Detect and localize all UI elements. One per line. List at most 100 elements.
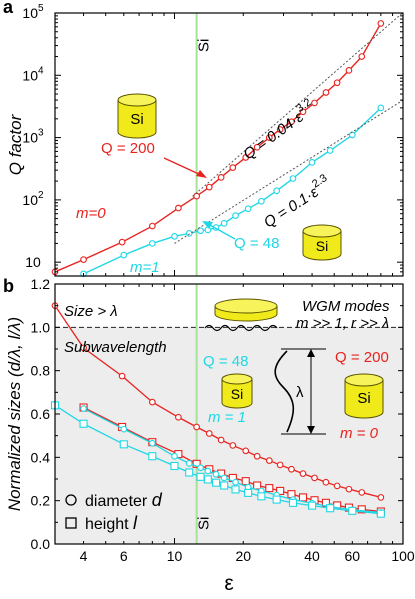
panel-b-series-2-point xyxy=(148,439,156,447)
panel-b-series-2-point xyxy=(171,452,178,460)
panel-b-series-0-point xyxy=(288,465,295,473)
panel-a-series-0-point xyxy=(205,183,213,191)
panel-a-series-1-point xyxy=(171,232,178,240)
panel-a-series-0-point xyxy=(322,89,330,96)
panel-b-series-0-point xyxy=(242,447,250,455)
panel-b-series-3-point xyxy=(348,506,357,515)
panel-b-ytick-label: 0.2 xyxy=(31,493,51,509)
panel-b-xtick-label: 10 xyxy=(167,548,183,564)
panel-b-q200-label: Q = 200 xyxy=(335,349,389,366)
panel-b-ytick-label: 0.8 xyxy=(31,363,51,379)
panel-a-series-0-point xyxy=(253,143,261,151)
panel-b-series-3-point xyxy=(231,485,240,494)
panel-a-series-1-point xyxy=(204,226,212,234)
panel-b-m1-label: m = 1 xyxy=(208,409,246,426)
panel-a-series-0-point xyxy=(193,192,200,200)
panel-b-series-0-point xyxy=(193,423,200,431)
panel-b-axes: 4 6 10 20 40 60 100 0.0 0.2 0.4 0.6 0.8 1.0 1.2 xyxy=(31,276,415,564)
panel-b-wave-icon xyxy=(204,324,278,332)
panel-b-q48-label: Q = 48 xyxy=(203,353,248,370)
panel-b-series-0-point xyxy=(253,452,261,460)
panel-a-series-0-point xyxy=(276,126,284,133)
panel-b-series-0-point xyxy=(229,442,237,449)
panel-a-ytick-label: 105 xyxy=(22,3,44,21)
panel-b-frame xyxy=(54,283,404,545)
panel-b-series-0-point xyxy=(205,430,213,437)
panel-b-series-0-point xyxy=(299,470,307,477)
panel-b-ylabel: Normalized sizes (d/λ, l/λ) xyxy=(5,317,24,511)
panel-b-xtick-label: 60 xyxy=(345,548,361,564)
panel-b-legend: diameter d height l xyxy=(65,490,163,533)
panel-b-series-3-point xyxy=(220,481,229,490)
panel-b-series-0-point xyxy=(333,482,341,490)
panel-b-series-3-point xyxy=(203,475,212,484)
legend-height-text: height xyxy=(85,516,129,533)
panel-a-series-1-point xyxy=(244,205,252,213)
panel-a-series-1-point xyxy=(148,240,156,247)
panel-a-frame xyxy=(54,12,404,277)
panel-a-q200-arrow xyxy=(163,157,202,176)
panel-a-series-0-point xyxy=(345,67,353,74)
panel-b-series-3-point xyxy=(308,501,317,510)
panel-b-series-0-point xyxy=(148,398,156,406)
panel-b-xlabel: ε xyxy=(224,572,233,595)
panel-a-series-1-point xyxy=(258,197,265,205)
panel-b-size-label: Size > λ xyxy=(64,303,118,320)
panel-a-series-1-line xyxy=(83,107,382,275)
panel-a-m0-label: m=0 xyxy=(76,205,106,222)
panel-b-series-3-point xyxy=(211,478,221,487)
panel-b-series-2-point xyxy=(232,478,239,486)
panel-a-series-1-point xyxy=(289,175,297,182)
legend-height-label: height l xyxy=(85,513,138,533)
panel-b-si-cylinder-m0-label: Si xyxy=(357,390,370,407)
panel-b-series-3-point xyxy=(119,440,128,449)
panel-a-series-1-point xyxy=(232,212,239,219)
panel-b-series-3-point xyxy=(272,495,281,504)
panel-b-series-3-point xyxy=(326,504,335,513)
panel-a-series-2-line xyxy=(192,12,404,197)
panel-a-label: a xyxy=(3,0,14,17)
panel-b-series-0-point xyxy=(276,461,284,469)
panel-a-ylabel: Q factor xyxy=(6,113,25,175)
panel-b-wgm-disk-icon xyxy=(214,298,278,322)
panel-b-si-line-label: Si xyxy=(196,517,213,530)
panel-b-series-3-point xyxy=(79,419,88,428)
panel-b-xtick-label: 100 xyxy=(391,548,415,564)
panel-b-si-cylinder-m1-icon: Si xyxy=(221,373,253,409)
panel-a-series xyxy=(51,12,404,278)
panel-a-series-0-point xyxy=(80,256,87,263)
panel-a-series-0-point xyxy=(311,99,318,107)
panel-b-m0-label: m = 0 xyxy=(340,425,379,442)
panel-a-series-0-point xyxy=(299,108,307,116)
panel-b-series-3-point xyxy=(185,468,194,477)
panel-a-series-1-point xyxy=(120,251,128,259)
panel-b-series-1-point xyxy=(241,477,250,486)
panel-b-series-2-point xyxy=(80,405,87,412)
panel-a-plot-area xyxy=(55,13,403,276)
panel-b-subwavelength-label: Subwavelength xyxy=(64,339,167,356)
panel-a-si-disk-icon: Si xyxy=(302,224,342,261)
panel-b-series-3-point xyxy=(196,472,205,481)
panel-b-xtick-label: 40 xyxy=(304,548,320,564)
panel-b-ytick-label: 0.0 xyxy=(31,536,51,552)
panel-a-series-1-point xyxy=(273,187,281,195)
panel-a-series-1-point xyxy=(185,230,193,237)
panel-a-series-0-point xyxy=(288,118,295,126)
panel-a-series-0-point xyxy=(118,238,126,246)
panel-b-si-cylinder-m0-icon: Si xyxy=(344,373,384,419)
panel-b-series-0-point xyxy=(80,344,87,352)
panel-b-series-0-point xyxy=(377,494,385,501)
panel-b-ytick-label: 0.6 xyxy=(31,406,51,422)
panel-b-ytick-label: 0.4 xyxy=(31,449,51,465)
panel-b-series-1-point xyxy=(276,486,285,495)
panel-a-series-1-point xyxy=(197,227,204,235)
panel-b-lambda-wave-icon xyxy=(274,350,295,433)
panel-b-series-0-point xyxy=(175,413,182,421)
panel-a-series-0-point xyxy=(377,20,385,27)
panel-b-si-cylinder-m1-label: Si xyxy=(231,386,243,402)
panel-b-xtick-label: 20 xyxy=(235,548,251,564)
panel-b-lambda-arrowhead-down xyxy=(307,426,315,434)
panel-a-ytick-label: 102 xyxy=(22,190,44,208)
panel-b: b Size > λ Subwavelength WGM modes m >> … xyxy=(3,276,415,595)
